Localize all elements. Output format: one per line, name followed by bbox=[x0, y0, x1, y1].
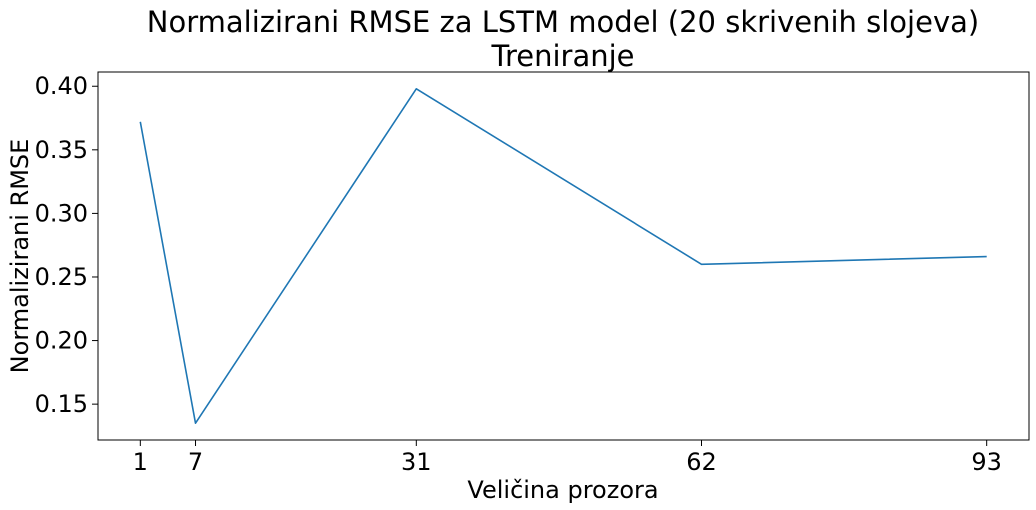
y-tick-label: 0.40 bbox=[35, 72, 88, 100]
y-tick-label: 0.30 bbox=[35, 199, 88, 227]
x-tick-label: 62 bbox=[686, 448, 717, 476]
y-tick-label: 0.20 bbox=[35, 327, 88, 355]
chart-subtitle: Treniranje bbox=[491, 39, 635, 73]
chart-title: Normalizirani RMSE za LSTM model (20 skr… bbox=[147, 5, 979, 39]
x-tick-label: 7 bbox=[188, 448, 203, 476]
plot-area: 1 7 31 62 93 0.15 0.20 0.25 0.30 0.35 0.40 bbox=[35, 71, 1030, 476]
x-tick-label: 93 bbox=[971, 448, 1002, 476]
y-tick-label: 0.35 bbox=[35, 136, 88, 164]
y-tick-label: 0.15 bbox=[35, 390, 88, 418]
x-axis-label: Veličina prozora bbox=[467, 476, 658, 504]
plot-frame bbox=[97, 71, 1030, 441]
x-tick-label: 31 bbox=[401, 448, 432, 476]
series-line bbox=[139, 88, 987, 425]
y-tick-label: 0.25 bbox=[35, 263, 88, 291]
y-axis-label: Normalizirani RMSE bbox=[6, 139, 34, 374]
x-tick-label: 1 bbox=[133, 448, 148, 476]
